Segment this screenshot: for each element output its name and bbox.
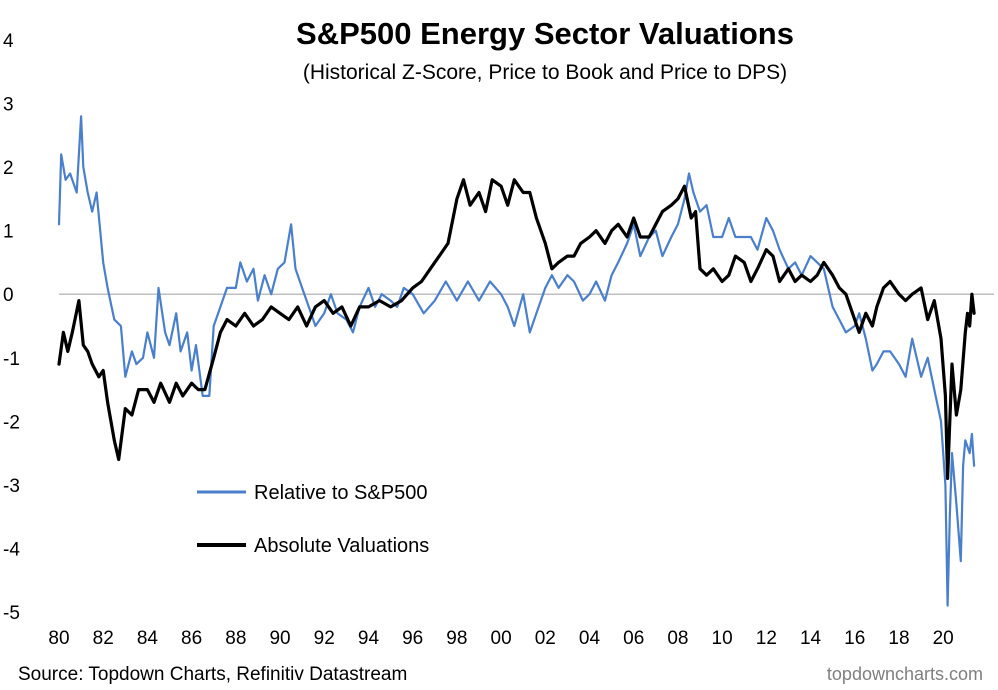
y-tick-label: -2 [3,412,20,433]
x-tick-label: 00 [491,628,512,649]
x-tick-label: 90 [269,628,290,649]
y-tick-label: 1 [3,222,14,243]
x-tick-label: 18 [888,628,909,649]
y-tick-label: 3 [3,95,14,116]
x-tick-label: 94 [358,628,380,649]
legend-label-relative: Relative to S&P500 [254,482,427,504]
x-tick-label: 10 [712,628,733,649]
y-tick-label: -1 [3,349,20,370]
x-tick-label: 84 [137,628,159,649]
x-tick-label: 02 [535,628,556,649]
x-tick-label: 82 [93,628,114,649]
series-lines [57,115,976,607]
x-tick-label: 92 [314,628,335,649]
legend-label-absolute: Absolute Valuations [254,535,429,557]
x-axis-tick-labels: 80 82 84 86 88 90 92 94 96 98 00 02 04 06 08 10 12 14 16 18… [48,628,953,649]
chart-title: S&P500 Energy Sector Valuations [296,16,794,51]
x-tick-label: 06 [623,628,644,649]
x-tick-label: 96 [402,628,423,649]
x-tick-label: 16 [844,628,865,649]
y-tick-label: -5 [3,603,20,624]
credit-note: topdowncharts.com [827,664,983,684]
y-axis-tick-labels: 4 3 2 1 0 -1 -2 -3 -4 -5 [3,31,20,624]
x-tick-label: 14 [800,628,822,649]
x-tick-label: 98 [446,628,467,649]
x-tick-label: 80 [48,628,69,649]
series-line-relative [57,115,976,607]
y-tick-label: 2 [3,158,14,179]
x-tick-label: 12 [756,628,777,649]
legend: Relative to S&P500 Absolute Valuations [197,482,429,557]
source-note: Source: Topdown Charts, Refinitiv Datast… [18,664,407,685]
x-tick-label: 86 [181,628,202,649]
chart-subtitle: (Historical Z-Score, Price to Book and P… [303,61,787,84]
series-line-absolute [57,178,976,481]
x-tick-label: 20 [933,628,954,649]
x-tick-label: 08 [667,628,688,649]
y-tick-label: -3 [3,476,20,497]
x-tick-label: 04 [579,628,601,649]
y-tick-label: 4 [3,31,14,52]
x-tick-label: 88 [225,628,246,649]
y-tick-label: -4 [3,539,20,560]
y-tick-label: 0 [3,285,14,306]
